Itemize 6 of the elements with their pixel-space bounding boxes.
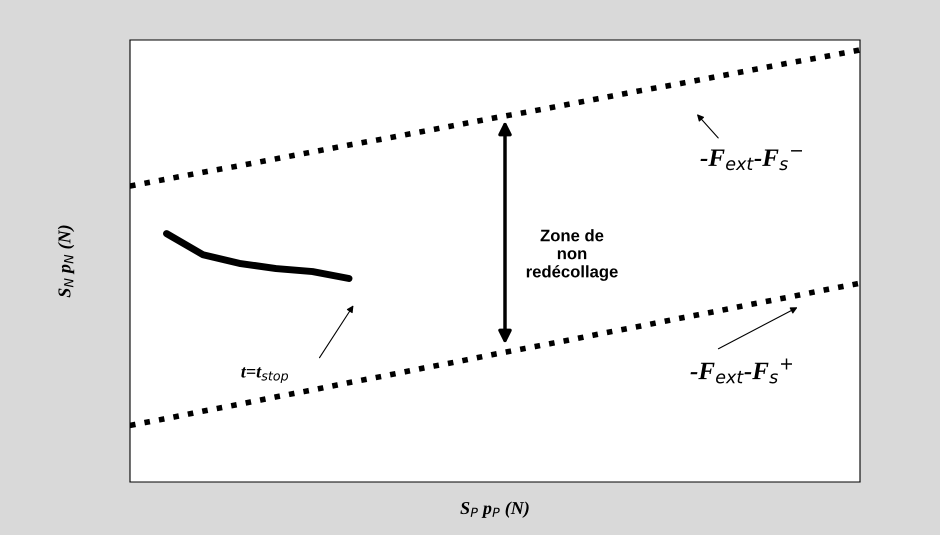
annotation: -F$_{ext}$-F$_{s}$$^{+}$: [690, 358, 792, 384]
annotation: t=t$_{stop}$: [241, 367, 288, 384]
annotation: -F$_{ext}$-F$_{s}$$^{−}$: [700, 150, 802, 170]
annotation: Zone de non redécollage: [526, 229, 618, 281]
x-axis-title: S$_{P}$ p$_{P}$ (N): [460, 501, 529, 518]
y-axis-title: S$_{N}$ p$_{N}$ (N): [58, 225, 74, 298]
